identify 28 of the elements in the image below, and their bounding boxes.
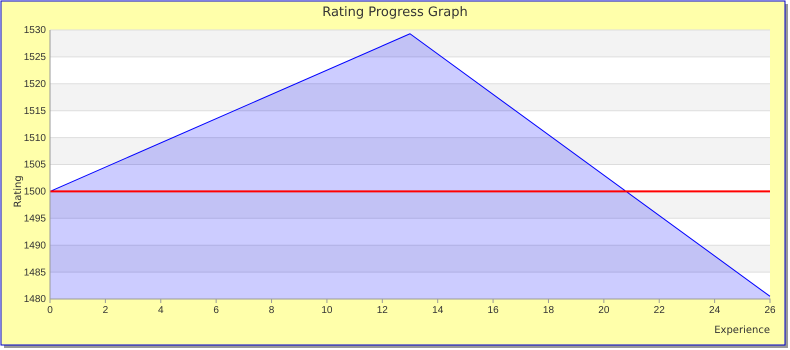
y-tick-label: 1480: [24, 294, 46, 306]
y-tick-label: 1500: [24, 186, 46, 198]
y-tick-label: 1515: [24, 106, 46, 117]
x-tick-label: 10: [321, 305, 333, 316]
x-tick-label: 24: [709, 305, 721, 316]
x-tick-label: 4: [158, 305, 164, 316]
y-axis-title: Rating: [13, 175, 24, 208]
x-tick-label: 14: [432, 305, 444, 316]
y-tick-label: 1505: [24, 160, 46, 171]
x-tick-label: 18: [542, 305, 554, 316]
y-tick-label: 1485: [24, 267, 46, 278]
y-tick-label: 1525: [24, 52, 46, 64]
x-tick-label: 12: [376, 305, 388, 316]
x-tick-label: 8: [268, 305, 275, 316]
x-tick-label: 20: [598, 305, 610, 316]
x-tick-label: 16: [488, 305, 500, 316]
x-tick-label: 2: [102, 305, 109, 316]
y-tick-label: 1490: [24, 240, 46, 252]
y-tick-label: 1520: [24, 79, 46, 90]
y-tick-label: 1530: [24, 25, 46, 36]
x-axis-title: Experience: [714, 325, 770, 336]
y-tick-label: 1510: [24, 132, 46, 144]
x-tick-label: 22: [654, 305, 666, 316]
x-tick-label: 0: [47, 305, 54, 316]
chart-title: Rating Progress Graph: [322, 5, 468, 20]
x-tick-label: 6: [213, 305, 220, 316]
y-tick-label: 1495: [24, 214, 46, 224]
x-tick-label: 26: [764, 305, 776, 316]
